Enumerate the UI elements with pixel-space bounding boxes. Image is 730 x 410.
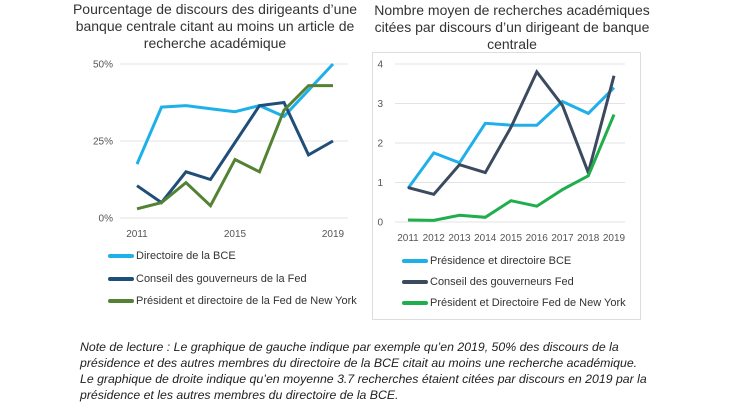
legend-label: Président et directoire de la Fed de New… [136, 295, 357, 308]
legend-label: Président et Directoire Fed de New York [430, 296, 626, 309]
legend-item: Présidence et directoire BCE [402, 250, 626, 271]
y-tick-label: 0% [99, 214, 114, 225]
y-tick-label: 3 [377, 99, 383, 110]
x-tick-label: 2014 [474, 233, 497, 244]
y-tick-label: 25% [93, 137, 113, 148]
legend-swatch [402, 258, 428, 263]
legend-item: Président et Directoire Fed de New York [402, 292, 626, 313]
series-line-2 [407, 69, 616, 196]
x-tick-label: 2018 [577, 233, 600, 244]
left-chart-title: Pourcentage de discours des dirigeants d… [72, 1, 358, 51]
legend-item: Conseil des gouverneurs Fed [402, 271, 626, 292]
legend-item: Président et directoire de la Fed de New… [108, 290, 357, 313]
x-tick-label: 2015 [224, 229, 247, 240]
x-tick-label: 2017 [551, 233, 574, 244]
x-tick-label: 2011 [397, 233, 419, 244]
left-chart-legend: Directoire de la BCE Conseil des gouverne… [108, 245, 357, 313]
x-tick-label: 2015 [500, 233, 523, 244]
y-tick-label: 4 [377, 60, 383, 71]
legend-swatch [402, 300, 428, 305]
x-tick-label: 2016 [526, 233, 549, 244]
x-tick-label: 2019 [322, 229, 345, 240]
right-chart-frame [372, 52, 641, 320]
x-tick-label: 2013 [448, 233, 471, 244]
x-tick-label: 2011 [126, 229, 148, 240]
series-line-1 [135, 62, 335, 165]
legend-label: Directoire de la BCE [136, 250, 236, 263]
y-tick-label: 0 [377, 218, 383, 229]
right-chart-legend: Présidence et directoire BCE Conseil des … [402, 250, 626, 313]
series-line-2 [136, 100, 334, 205]
y-tick-label: 50% [93, 60, 113, 71]
x-tick-label: 2019 [603, 233, 626, 244]
y-tick-label: 1 [377, 178, 383, 189]
x-tick-label: 2012 [423, 233, 446, 244]
y-tick-label: 2 [377, 139, 383, 150]
legend-label: Présidence et directoire BCE [430, 254, 572, 267]
legend-item: Directoire de la BCE [108, 245, 357, 268]
legend-swatch [108, 299, 134, 304]
legend-swatch [402, 279, 428, 284]
legend-label: Conseil des gouverneurs de la Fed [136, 272, 307, 285]
series-line-1 [406, 86, 616, 190]
reading-note: Note de lecture : Le graphique de gauche… [80, 340, 647, 402]
legend-swatch [108, 276, 134, 281]
series-line-3 [136, 84, 333, 211]
right-chart-title: Nombre moyen de recherches académiques c… [374, 2, 650, 52]
legend-label: Conseil des gouverneurs Fed [430, 275, 574, 288]
legend-swatch [108, 254, 134, 259]
series-line-3 [407, 114, 616, 222]
legend-item: Conseil des gouverneurs de la Fed [108, 268, 357, 291]
